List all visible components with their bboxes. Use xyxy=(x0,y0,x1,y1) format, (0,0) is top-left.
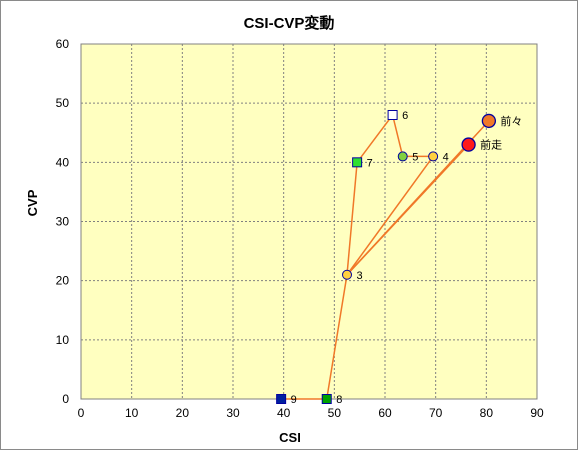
point-label-前々: 前々 xyxy=(500,114,522,128)
y-tick-label: 10 xyxy=(56,333,70,347)
point-label-7: 7 xyxy=(367,157,373,169)
point-marker-7 xyxy=(352,157,363,168)
x-tick-label: 20 xyxy=(176,406,190,420)
point-label-5: 5 xyxy=(412,151,418,163)
connection-line xyxy=(391,114,404,157)
point-marker-4 xyxy=(428,151,439,162)
point-label-3: 3 xyxy=(357,270,363,282)
x-tick-label: 40 xyxy=(277,406,291,420)
point-label-6: 6 xyxy=(402,110,408,122)
y-tick-label: 0 xyxy=(62,392,69,406)
x-axis-label: CSI xyxy=(279,430,301,445)
x-tick-label: 70 xyxy=(429,406,443,420)
y-axis-label: CVP xyxy=(25,189,40,216)
point-marker-6 xyxy=(387,110,398,120)
x-tick-label: 0 xyxy=(78,406,85,420)
x-axis-ticks: 0 10 20 30 40 50 60 70 80 90 xyxy=(78,406,544,420)
connection-line xyxy=(346,162,358,275)
y-tick-label: 20 xyxy=(56,274,70,288)
connection-line xyxy=(356,114,394,163)
y-tick-label: 50 xyxy=(56,96,70,110)
x-tick-label: 50 xyxy=(328,406,342,420)
y-tick-label: 30 xyxy=(56,215,70,229)
y-tick-label: 40 xyxy=(56,155,70,169)
point-marker-前走 xyxy=(461,137,476,152)
y-tick-label: 60 xyxy=(56,37,70,51)
point-label-8: 8 xyxy=(336,394,342,406)
x-tick-label: 10 xyxy=(125,406,139,420)
x-tick-label: 80 xyxy=(480,406,494,420)
connection-line xyxy=(325,274,348,400)
connection-line xyxy=(346,155,434,276)
point-label-前走: 前走 xyxy=(480,138,502,152)
connection-line xyxy=(346,144,470,276)
x-tick-label: 30 xyxy=(226,406,240,420)
data-points xyxy=(276,110,497,404)
point-marker-前々 xyxy=(481,113,497,129)
point-label-9: 9 xyxy=(291,394,297,406)
point-marker-3 xyxy=(342,269,352,280)
point-label-4: 4 xyxy=(443,151,449,163)
point-marker-5 xyxy=(397,151,408,162)
point-marker-8 xyxy=(321,394,332,404)
chart-title: CSI-CVP変動 xyxy=(244,14,335,32)
x-tick-label: 60 xyxy=(378,406,392,420)
point-marker-9 xyxy=(276,394,287,404)
x-tick-label: 90 xyxy=(530,406,544,420)
y-axis-ticks: 0 10 20 30 40 50 60 xyxy=(56,37,70,406)
